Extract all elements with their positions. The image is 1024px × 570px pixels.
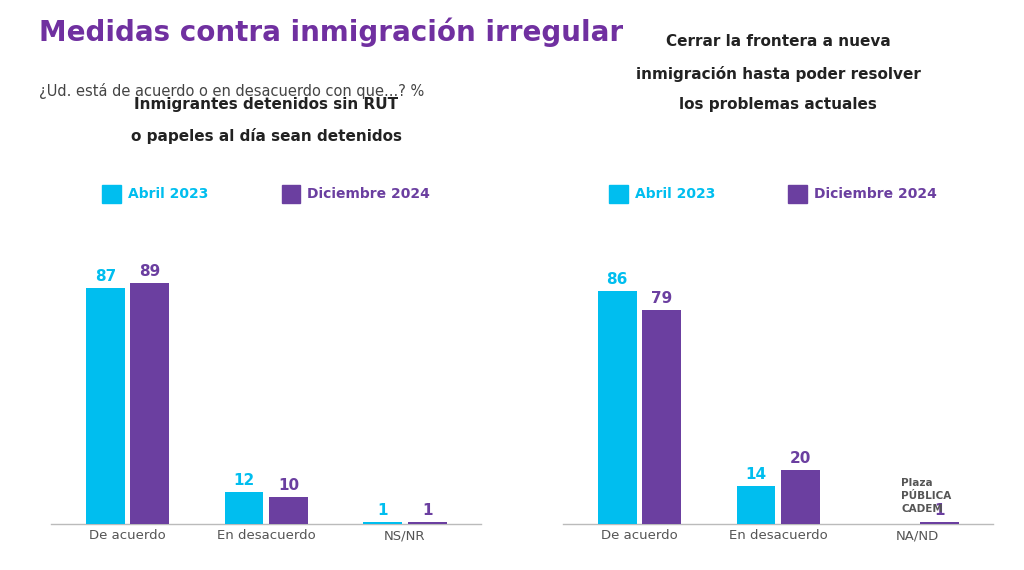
Text: 89: 89 [139,264,161,279]
Bar [269,497,308,524]
Bar [920,522,958,524]
Text: Cerrar la frontera a nueva: Cerrar la frontera a nueva [666,34,891,49]
Text: Abril 2023: Abril 2023 [128,187,208,201]
Text: inmigración hasta poder resolver: inmigración hasta poder resolver [636,66,921,82]
Bar [781,470,820,524]
Text: Medidas contra inmigración irregular: Medidas contra inmigración irregular [39,17,623,47]
Text: 10: 10 [278,478,299,493]
Text: Plaza
PÚBLICA
CADEM: Plaza PÚBLICA CADEM [901,478,951,514]
Bar [736,486,775,524]
Text: ¿Ud. está de acuerdo o en desacuerdo con que...? %: ¿Ud. está de acuerdo o en desacuerdo con… [39,83,424,99]
Text: Abril 2023: Abril 2023 [635,187,715,201]
Bar [224,492,263,524]
Text: Inmigrantes detenidos sin RUT: Inmigrantes detenidos sin RUT [134,97,398,112]
Bar [86,288,125,524]
Text: 1: 1 [378,503,388,518]
Text: Diciembre 2024: Diciembre 2024 [814,187,937,201]
Text: 79: 79 [651,291,673,306]
Bar [408,522,446,524]
Bar [598,291,637,524]
Text: 87: 87 [94,269,116,284]
Text: los problemas actuales: los problemas actuales [679,97,878,112]
Bar [642,310,681,524]
Text: 86: 86 [606,272,628,287]
Text: o papeles al día sean detenidos: o papeles al día sean detenidos [131,128,401,144]
Text: 12: 12 [233,473,255,488]
Text: 14: 14 [745,467,767,482]
Text: 20: 20 [790,451,811,466]
Text: 1: 1 [934,503,944,518]
Bar [130,283,169,524]
Bar [364,522,402,524]
Text: 1: 1 [422,503,432,518]
Text: Diciembre 2024: Diciembre 2024 [307,187,430,201]
